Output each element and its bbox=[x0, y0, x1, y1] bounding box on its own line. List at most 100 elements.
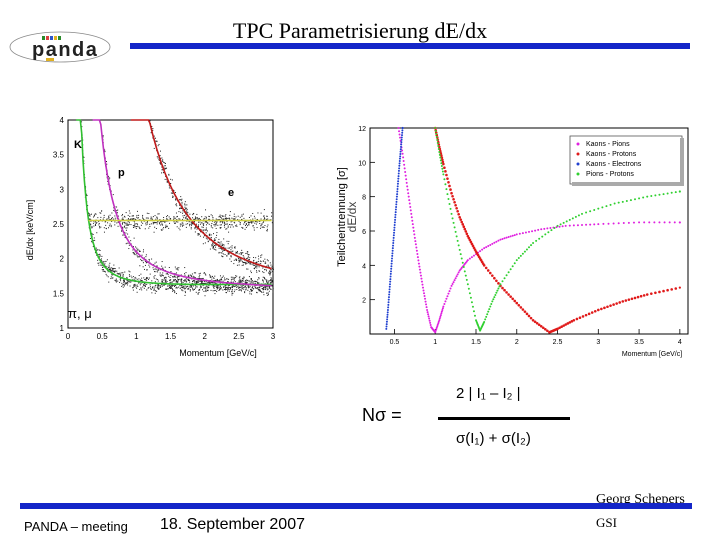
data-point bbox=[393, 223, 396, 226]
data-point bbox=[390, 260, 393, 263]
data-point bbox=[531, 318, 535, 322]
y-tick-label: 2 bbox=[60, 255, 65, 264]
data-point bbox=[472, 310, 475, 313]
x-tick-label: 2 bbox=[202, 332, 207, 341]
data-point bbox=[388, 288, 391, 291]
data-point bbox=[398, 167, 401, 170]
data-point bbox=[624, 299, 628, 302]
data-point bbox=[597, 308, 600, 312]
legend-label: Pions - Protons bbox=[586, 171, 634, 178]
data-point bbox=[541, 235, 544, 238]
data-point bbox=[440, 310, 443, 313]
data-point bbox=[419, 274, 422, 277]
data-point bbox=[556, 224, 559, 227]
data-point bbox=[678, 221, 681, 224]
data-point bbox=[386, 313, 389, 316]
data-point bbox=[391, 247, 394, 250]
data-point bbox=[418, 268, 421, 271]
legend-marker bbox=[576, 162, 580, 166]
data-point bbox=[450, 284, 453, 287]
data-point bbox=[562, 221, 565, 224]
data-point bbox=[549, 226, 552, 229]
y-tick-labels: 2 4 6 8 10 12 bbox=[358, 126, 366, 305]
data-point bbox=[629, 199, 632, 202]
data-point bbox=[409, 209, 412, 212]
data-point bbox=[630, 297, 634, 301]
data-point bbox=[525, 312, 529, 316]
data-point bbox=[483, 320, 486, 323]
data-point bbox=[493, 241, 496, 244]
data-point bbox=[472, 246, 476, 250]
data-point bbox=[612, 222, 615, 225]
data-point bbox=[386, 311, 389, 314]
data-point bbox=[413, 236, 416, 239]
data-point bbox=[387, 306, 390, 309]
data-point bbox=[444, 300, 447, 303]
data-point bbox=[535, 239, 538, 242]
data-point bbox=[531, 230, 534, 233]
data-point bbox=[437, 145, 440, 148]
data-point bbox=[505, 236, 508, 239]
data-point bbox=[388, 283, 391, 286]
data-point bbox=[481, 248, 484, 251]
data-point bbox=[397, 180, 400, 183]
data-point bbox=[442, 162, 445, 166]
data-point bbox=[440, 156, 444, 159]
data-point bbox=[416, 256, 419, 259]
data-point bbox=[617, 201, 620, 204]
data-point bbox=[553, 226, 556, 229]
data-point bbox=[434, 331, 437, 334]
institute-name: GSI bbox=[596, 515, 617, 530]
band-curve bbox=[92, 119, 272, 287]
data-point bbox=[420, 280, 423, 283]
series-kaons-protons bbox=[433, 126, 681, 334]
data-point bbox=[406, 185, 409, 188]
data-point bbox=[597, 223, 600, 226]
data-point bbox=[461, 223, 465, 226]
data-point bbox=[404, 174, 407, 177]
data-point bbox=[492, 298, 495, 301]
data-point bbox=[455, 206, 458, 210]
data-point bbox=[388, 293, 391, 296]
data-point bbox=[527, 314, 531, 318]
data-point bbox=[453, 279, 456, 282]
data-point bbox=[391, 257, 394, 260]
data-point bbox=[456, 273, 459, 276]
data-point bbox=[454, 230, 457, 233]
data-point bbox=[482, 264, 486, 267]
y-tick-label: 4 bbox=[60, 116, 65, 125]
data-point bbox=[391, 254, 394, 257]
data-point bbox=[634, 198, 636, 201]
data-point bbox=[501, 280, 504, 283]
data-point bbox=[546, 227, 549, 230]
data-point bbox=[425, 303, 428, 306]
data-point bbox=[385, 320, 388, 323]
data-point bbox=[485, 246, 488, 249]
data-point bbox=[587, 312, 591, 316]
data-point bbox=[440, 162, 443, 165]
data-point bbox=[438, 317, 441, 320]
data-point bbox=[466, 259, 469, 262]
data-point bbox=[617, 222, 620, 225]
data-point bbox=[639, 294, 643, 298]
data-point bbox=[385, 323, 388, 326]
data-point bbox=[590, 311, 594, 314]
y-tick-label: 3 bbox=[60, 185, 65, 194]
data-point bbox=[437, 322, 440, 325]
legend: Kaons - Pions Kaons - Protons Kaons - Elec… bbox=[569, 135, 684, 186]
data-point bbox=[397, 175, 400, 178]
data-point bbox=[511, 297, 514, 301]
data-point bbox=[513, 234, 516, 237]
data-point bbox=[609, 304, 612, 307]
series-pions-protons bbox=[434, 127, 681, 332]
data-point bbox=[394, 216, 397, 219]
data-point bbox=[402, 156, 405, 159]
data-point bbox=[523, 310, 527, 313]
data-point bbox=[493, 276, 496, 280]
data-point bbox=[394, 218, 397, 221]
data-point bbox=[394, 213, 397, 216]
data-point bbox=[544, 327, 547, 331]
data-point bbox=[466, 234, 470, 238]
data-point bbox=[436, 142, 439, 145]
data-point bbox=[389, 270, 392, 273]
